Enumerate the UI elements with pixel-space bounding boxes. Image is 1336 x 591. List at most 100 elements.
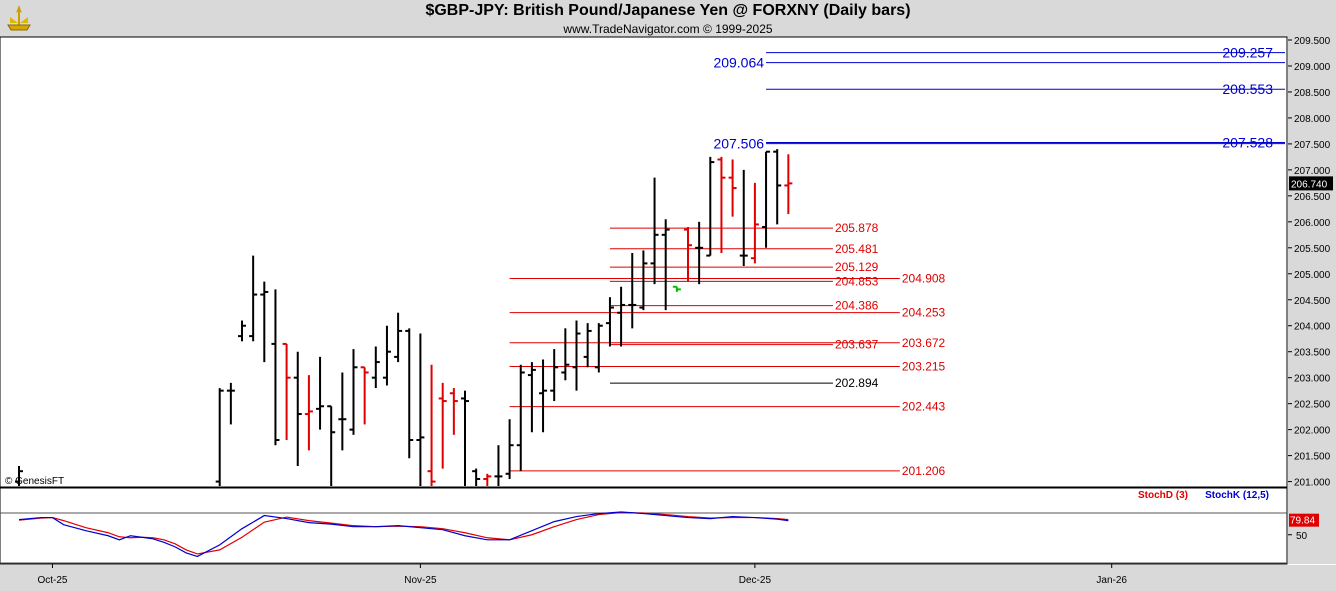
ohlc-bars [15,149,793,486]
ohlc-bar [438,382,447,469]
level-label: 209.257 [1222,45,1273,61]
ohlc-bar [561,328,570,381]
ohlc-bar [483,473,492,486]
price-tick-label: 206.000 [1294,218,1331,229]
level-label: 204.908 [902,272,946,286]
ohlc-bar [661,219,670,311]
level-label: 202.894 [835,376,879,390]
level-label: 202.443 [902,400,946,414]
level-label: 207.528 [1222,134,1273,150]
price-axis: 209.500 209.000 208.500 208.000 207.500 207.0… [1288,36,1333,489]
last-price-box [1289,176,1333,191]
ohlc-bar [472,468,481,486]
level-label: 205.481 [835,242,879,256]
price-tick-label: 203.000 [1294,374,1331,385]
ohlc-bar [249,255,258,342]
stoch-tick-label: 50 [1296,531,1308,542]
price-tick-label: 209.000 [1294,62,1331,73]
price-tick-label: 201.500 [1294,452,1331,463]
price-tick-label: 204.500 [1294,296,1331,307]
ohlc-bar [750,182,759,264]
stoch-value-label: 79.84 [1290,516,1315,527]
ohlc-bar [405,328,414,459]
ohlc-bar [583,323,592,368]
date-tick-label: Jan-26 [1096,575,1127,586]
price-tick-label: 206.500 [1294,192,1331,203]
ohlc-bar [516,364,525,472]
price-tick-label: 207.000 [1294,166,1331,177]
price-tick-label: 202.500 [1294,400,1331,411]
ohlc-bar [293,351,302,466]
ohlc-bar [728,159,737,217]
ohlc-bar [494,445,503,486]
ohlc-bar [784,154,793,215]
price-tick-label: 205.500 [1294,244,1331,255]
price-tick-label: 207.500 [1294,140,1331,151]
level-label: 209.064 [713,55,764,71]
ohlc-bar [382,325,391,386]
stoch-line [18,511,789,558]
ohlc-bar [628,252,637,329]
ohlc-bar [215,388,224,486]
ohlc-bar [316,356,325,430]
price-tick-label: 203.500 [1294,348,1331,359]
price-tick-label: 209.500 [1294,36,1331,47]
ohlc-bar [505,419,514,479]
ohlc-bar [461,390,469,486]
date-tick-label: Dec-25 [739,575,772,586]
level-label: 203.637 [835,338,879,352]
ohlc-bar [684,227,692,282]
ohlc-bar [327,405,336,486]
ohlc-bar [695,221,704,285]
ohlc-bar [572,320,581,391]
last-price-label: 206.740 [1291,179,1328,190]
ohlc-bar [427,364,436,486]
price-tick-label: 204.000 [1294,322,1331,333]
date-axis-background [0,565,1336,591]
stoch-value-box [1289,513,1319,527]
ohlc-bar [650,177,659,285]
date-tick-label: Nov-25 [404,575,437,586]
ohlc-bar [617,286,626,347]
ohlc-bar [762,150,771,248]
legend-stoch-k: StochK (12,5) [1205,490,1269,501]
ohlc-bar [717,156,726,253]
level-label: 205.878 [835,221,879,235]
ohlc-bar [706,156,715,257]
date-tick-label: Oct-25 [37,575,67,586]
ohlc-bar [338,372,347,451]
ohlc-bar [639,250,648,311]
level-label: 201.206 [902,464,946,478]
ohlc-bar [15,465,23,486]
level-label: 204.853 [835,274,879,288]
legend-stoch-d: StochD (3) [1138,490,1188,501]
ohlc-bar [449,388,458,435]
ohlc-bar [371,346,380,389]
axis-background [1288,37,1336,564]
level-label: 203.672 [902,336,946,350]
level-label: 203.215 [902,360,946,374]
level-label: 204.386 [835,299,879,313]
price-tick-label: 208.000 [1294,114,1331,125]
ohlc-bar [773,149,782,225]
ohlc-bar [539,359,548,433]
ohlc-bar [739,169,748,266]
level-label: 208.553 [1222,81,1273,97]
ohlc-bar [594,323,603,373]
chart-subtitle: www.TradeNavigator.com © 1999-2025 [563,22,773,36]
copyright-text: © GenesisFT [5,476,64,487]
ohlc-bar [349,349,358,435]
ohlc-bar [304,375,313,451]
ohlc-bar [527,362,536,433]
price-tick-label: 202.000 [1294,426,1331,437]
ohlc-bar [271,289,280,446]
price-tick-label: 205.000 [1294,270,1331,281]
ohlc-bar [550,349,559,402]
ohlc-bar [394,312,403,363]
chart-title: $GBP-JPY: British Pound/Japanese Yen @ F… [425,2,911,19]
level-label: 205.129 [835,260,879,274]
ohlc-bar [416,333,425,486]
level-label: 204.253 [902,306,946,320]
ohlc-bar [226,382,235,425]
